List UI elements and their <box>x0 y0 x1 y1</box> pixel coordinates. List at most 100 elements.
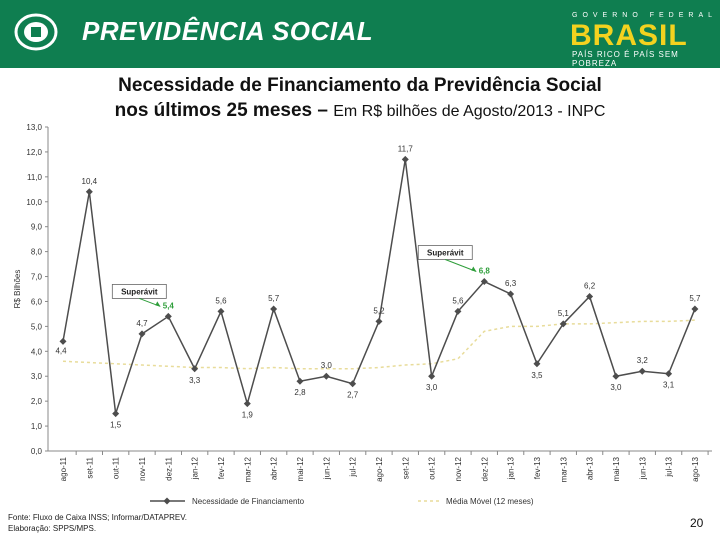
brasil-logo-text: BRASIL <box>570 19 688 52</box>
x-tick-label: mar-12 <box>243 456 252 482</box>
data-label: 3,0 <box>610 383 622 392</box>
data-label: 5,6 <box>215 296 227 305</box>
data-label: 3,3 <box>189 376 201 385</box>
footer-source: Fonte: Fluxo de Caixa INSS; Informar/DAT… <box>8 512 187 534</box>
data-point-marker <box>349 380 357 388</box>
data-point-marker <box>85 188 93 196</box>
x-tick-label: mai-13 <box>612 456 621 481</box>
y-tick-label: 11,0 <box>27 173 43 182</box>
chart-title-line2: nos últimos 25 meses – Em R$ bilhões de … <box>0 100 720 122</box>
data-point-marker <box>217 307 225 315</box>
data-label: 6,2 <box>584 281 596 290</box>
data-point-marker <box>612 372 620 380</box>
x-tick-label: out-11 <box>112 456 121 479</box>
data-point-marker <box>164 312 172 320</box>
x-tick-label: fev-13 <box>533 456 542 479</box>
y-tick-label: 5,0 <box>31 322 43 331</box>
data-label: 5,7 <box>689 294 701 303</box>
data-point-marker <box>480 278 488 286</box>
y-tick-label: 13,0 <box>26 123 42 132</box>
data-label: 5,1 <box>558 309 570 318</box>
slogan: PAÍS RICO É PAÍS SEM POBREZA <box>572 50 679 68</box>
data-point-marker <box>59 337 67 345</box>
data-point-marker <box>296 377 304 385</box>
x-tick-label: nov-11 <box>138 456 147 480</box>
x-tick-label: jul-12 <box>349 456 358 477</box>
data-point-marker <box>586 292 594 300</box>
legend-financing-label: Necessidade de Financiamento <box>192 497 305 506</box>
superavit-arrow-head <box>471 266 477 272</box>
x-tick-label: out-12 <box>428 456 437 479</box>
chart-title-line2-rest: Em R$ bilhões de Agosto/2013 - INPC <box>333 103 606 120</box>
data-label: 2,7 <box>347 391 359 400</box>
y-tick-label: 2,0 <box>31 397 43 406</box>
x-tick-label: ago-13 <box>691 456 700 481</box>
y-tick-label: 12,0 <box>26 148 42 157</box>
data-label: 5,6 <box>452 296 464 305</box>
x-tick-label: dez-12 <box>480 456 489 481</box>
y-tick-label: 6,0 <box>31 297 43 306</box>
data-point-marker <box>691 305 699 313</box>
governo-federal-label: GOVERNO FEDERAL <box>572 12 718 19</box>
chart-title-line1: Necessidade de Financiamento da Previdên… <box>118 75 602 96</box>
data-point-marker <box>559 320 567 328</box>
x-tick-label: jun-12 <box>322 456 331 480</box>
x-tick-label: set-12 <box>401 456 410 479</box>
financing-line-chart: 0,0 1,0 2,0 3,0 4,0 5,0 6,0 7,0 8,0 9,0 10,0 11,0 12… <box>13 123 712 506</box>
data-label: 11,7 <box>398 144 414 153</box>
x-tick-label: mai-12 <box>296 456 305 481</box>
data-point-marker <box>322 372 330 380</box>
x-tick-label: fev-12 <box>217 456 226 479</box>
data-point-marker <box>375 317 383 325</box>
y-tick-label: 3,0 <box>31 372 43 381</box>
data-point-marker <box>665 370 673 378</box>
x-tick-label: ago-12 <box>375 456 384 481</box>
x-tick-label: set-11 <box>85 456 94 478</box>
superavit-callout-text: Superávit <box>121 287 158 296</box>
data-point-marker <box>638 367 646 375</box>
x-tick-label: abr-12 <box>270 456 279 480</box>
data-label: 3,2 <box>637 356 649 365</box>
data-label: 5,7 <box>268 294 280 303</box>
credit-text: Elaboração: SPPS/MPS. <box>8 524 97 533</box>
x-tick-label: nov-12 <box>454 456 463 481</box>
y-tick-label: 9,0 <box>31 223 43 232</box>
data-point-marker <box>507 290 515 298</box>
y-tick-label: 0,0 <box>31 447 43 456</box>
y-tick-label: 10,0 <box>26 198 42 207</box>
x-tick-label: ago-11 <box>59 456 68 481</box>
previdencia-logo-icon <box>14 13 58 51</box>
data-label: 4,4 <box>55 346 67 355</box>
data-point-marker <box>533 360 541 368</box>
x-tick-label: dez-11 <box>164 456 173 480</box>
data-point-marker <box>454 307 462 315</box>
chart-title-line2-bold: nos últimos 25 meses – <box>114 100 334 121</box>
data-label: 10,4 <box>82 177 98 186</box>
header-banner: PREVIDÊNCIA SOCIAL GOVERNO FEDERAL BRASI… <box>0 0 720 68</box>
x-tick-label: jul-13 <box>665 456 674 477</box>
x-tick-label: abr-13 <box>586 456 595 480</box>
data-point-marker <box>112 410 120 418</box>
data-point-marker <box>243 400 251 408</box>
superavit-arrow-head <box>155 301 161 307</box>
data-label: 3,1 <box>663 381 675 390</box>
superavit-callout-text: Superávit <box>427 249 464 258</box>
data-label: 5,2 <box>373 306 385 315</box>
page-number: 20 <box>690 516 704 530</box>
y-tick-label: 4,0 <box>31 347 43 356</box>
y-tick-label: 8,0 <box>31 248 43 257</box>
data-label: 3,5 <box>531 371 543 380</box>
x-tick-label: jan-13 <box>507 456 516 480</box>
x-tick-label: jan-12 <box>191 456 200 480</box>
data-label: 1,5 <box>110 421 122 430</box>
superavit-callout-arrow <box>445 259 477 272</box>
legend-financing-marker <box>163 497 171 505</box>
y-axis-label: R$ Bilhões <box>13 270 22 309</box>
source-text: Fonte: Fluxo de Caixa INSS; Informar/DAT… <box>8 513 188 522</box>
data-point-marker <box>428 372 436 380</box>
data-point-marker <box>401 155 409 163</box>
data-label: 3,0 <box>321 361 333 370</box>
x-tick-label: jun-13 <box>638 456 647 480</box>
data-label: 1,9 <box>242 411 254 420</box>
data-point-marker <box>138 330 146 338</box>
